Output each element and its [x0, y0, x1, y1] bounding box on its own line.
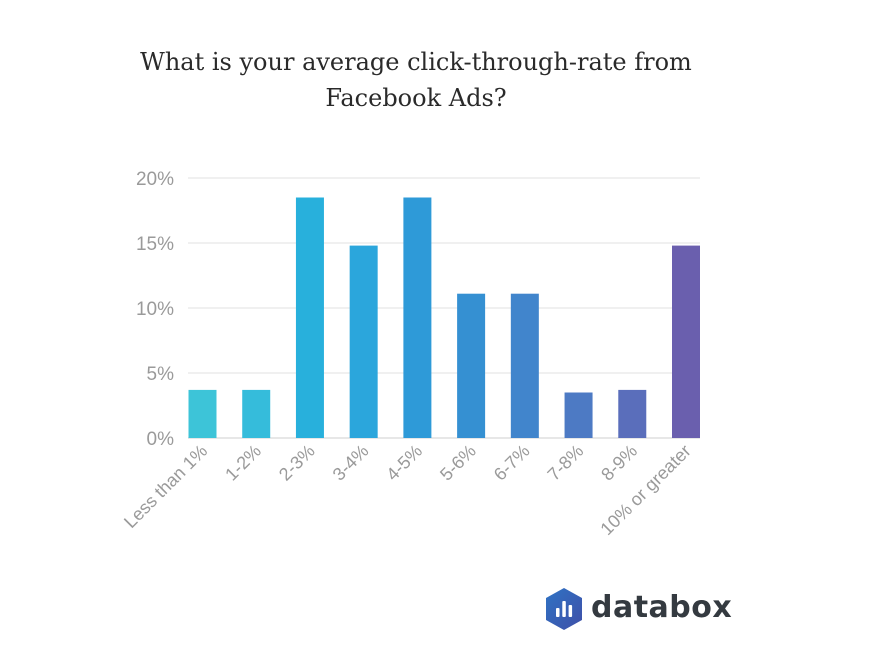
- x-tick-label: 4-5%: [382, 441, 426, 485]
- grid-lines: [188, 177, 700, 439]
- y-tick-label: 15%: [136, 234, 174, 255]
- x-tick-label: 7-8%: [544, 441, 588, 485]
- bar: [672, 245, 700, 438]
- databox-logo-icon: [546, 588, 582, 630]
- bar: [188, 389, 217, 438]
- chart-title: What is your average click-through-rate …: [140, 48, 692, 112]
- bars: [188, 197, 700, 438]
- x-tick-label: Less than 1%: [120, 441, 211, 532]
- x-axis-ticks: Less than 1% 1-2% 2-3% 3-4% 4-5% 5-6% 6-7% 7-8%…: [120, 441, 695, 539]
- bar: [295, 197, 324, 438]
- bar: [618, 389, 647, 438]
- bar: [510, 293, 539, 438]
- databox-logo: databox: [543, 587, 732, 631]
- y-axis-ticks: 0% 5% 10% 15% 20%: [136, 169, 174, 450]
- bar: [457, 293, 486, 438]
- databox-wordmark: databox: [591, 590, 733, 625]
- x-tick-label: 5-6%: [436, 441, 480, 485]
- y-tick-label: 10%: [136, 299, 174, 320]
- y-tick-label: 5%: [147, 364, 175, 385]
- y-tick-label: 20%: [136, 169, 174, 190]
- x-tick-label: 2-3%: [275, 441, 319, 485]
- x-tick-label: 6-7%: [490, 441, 534, 485]
- x-tick-label: 3-4%: [329, 441, 373, 485]
- bar: [349, 245, 378, 438]
- bar: [403, 197, 432, 438]
- x-tick-label: 1-2%: [221, 441, 265, 485]
- y-tick-label: 0%: [147, 429, 175, 450]
- bar: [242, 389, 271, 438]
- x-tick-label: 8-9%: [597, 441, 641, 485]
- bar: [564, 392, 593, 438]
